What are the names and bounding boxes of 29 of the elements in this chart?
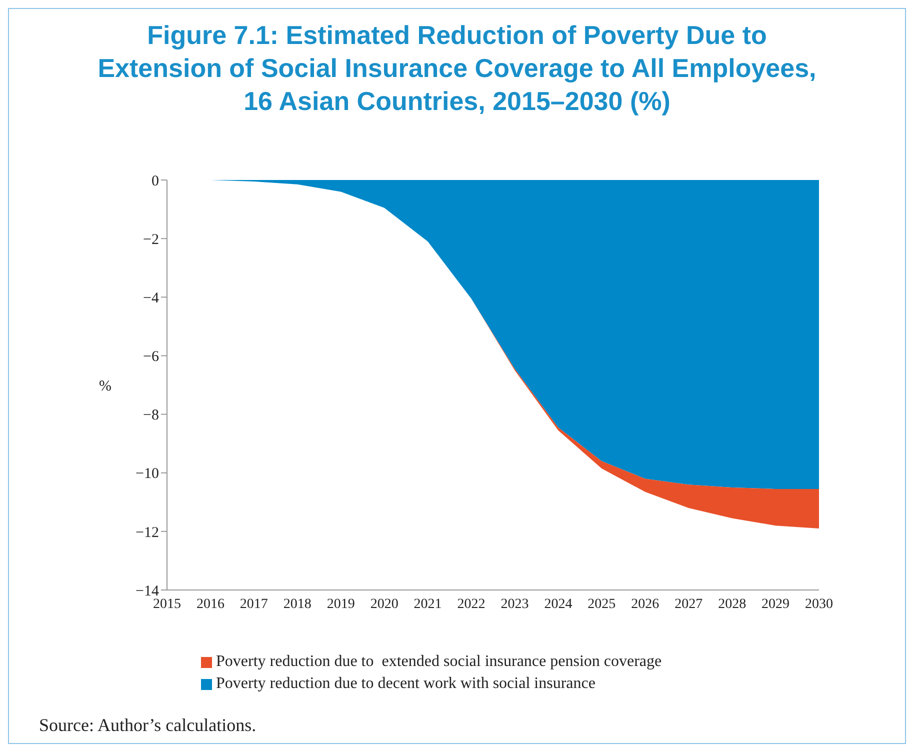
x-tick-label: 2019 (326, 596, 355, 612)
x-tick-label: 2029 (762, 596, 790, 612)
y-tick-label: −10 (136, 466, 159, 482)
x-tick-label: 2016 (196, 596, 224, 612)
x-tick-label: 2024 (544, 596, 572, 612)
x-tick-label: 2030 (805, 596, 833, 612)
y-tick-label: −4 (143, 290, 160, 306)
y-tick-label: −6 (143, 349, 160, 366)
y-tick-label: −2 (143, 232, 159, 248)
x-tick-label: 2026 (631, 596, 660, 612)
y-tick-label: 0 (152, 173, 159, 190)
x-tick-label: 2022 (457, 596, 486, 612)
legend-label: Poverty reduction due to extended social insurance pension coverage (216, 653, 662, 671)
y-tick-label: −8 (143, 408, 159, 424)
y-tick-label: −14 (136, 583, 160, 600)
y-axis-title: % (99, 378, 112, 394)
x-tick-label: 2020 (370, 596, 398, 612)
x-tick-label: 2027 (674, 596, 703, 612)
chart-title: Figure 7.1: Estimated Reduction of Poverty Due to Extension of Social Insurance Coverage to All Employees, 16 Asian Countries, 2015–2030 (%) (97, 19, 817, 118)
legend-label: Poverty reduction due to decent work with social insurance (216, 675, 596, 693)
x-tick-label: 2025 (588, 596, 616, 612)
x-tick-label: 2018 (283, 596, 312, 612)
x-tick-label: 2015 (153, 596, 181, 612)
source-note: Source: Author’s calculations. (39, 715, 256, 736)
x-tick-label: 2017 (240, 596, 268, 612)
y-tick-label: −12 (136, 524, 159, 541)
x-tick-label: 2021 (414, 596, 442, 612)
x-tick-label: 2023 (500, 596, 529, 612)
x-tick-label: 2028 (718, 596, 746, 612)
